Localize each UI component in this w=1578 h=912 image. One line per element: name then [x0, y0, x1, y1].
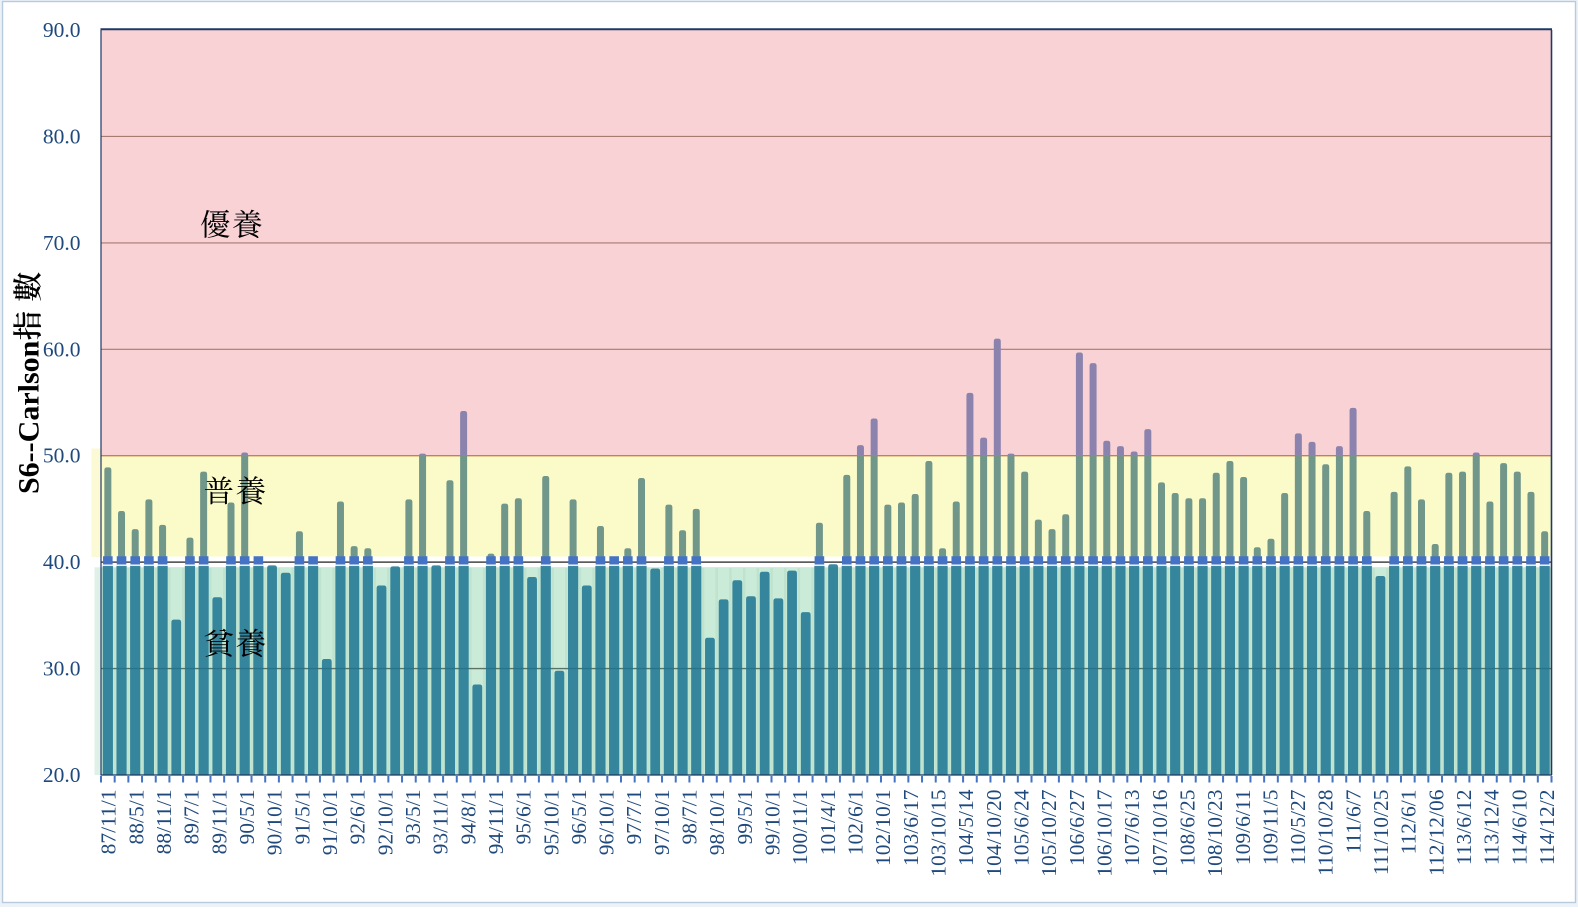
svg-text:106/6/27: 106/6/27 — [1065, 789, 1089, 866]
svg-text:102/10/1: 102/10/1 — [871, 790, 895, 866]
svg-text:101/4/1: 101/4/1 — [816, 790, 840, 856]
svg-text:70.0: 70.0 — [43, 231, 81, 255]
svg-text:92/6/1: 92/6/1 — [346, 790, 370, 845]
svg-text:S6--Carlson: S6--Carlson — [13, 340, 46, 494]
svg-text:87/11/1: 87/11/1 — [97, 790, 121, 855]
svg-text:89/11/1: 89/11/1 — [207, 790, 231, 855]
svg-text:30.0: 30.0 — [43, 657, 81, 681]
svg-text:93/11/1: 93/11/1 — [429, 790, 453, 855]
svg-text:112/12/06: 112/12/06 — [1424, 789, 1448, 876]
svg-text:104/5/14: 104/5/14 — [954, 789, 978, 866]
svg-text:107/6/13: 107/6/13 — [1120, 790, 1144, 866]
svg-text:108/10/23: 108/10/23 — [1203, 790, 1227, 877]
svg-text:97/10/1: 97/10/1 — [650, 790, 674, 856]
svg-text:95/6/1: 95/6/1 — [512, 790, 536, 845]
svg-text:95/10/1: 95/10/1 — [539, 790, 563, 856]
svg-text:111/6/7: 111/6/7 — [1341, 789, 1365, 853]
svg-text:103/10/15: 103/10/15 — [927, 790, 951, 877]
svg-text:113/6/12: 113/6/12 — [1452, 790, 1476, 866]
svg-text:104/10/20: 104/10/20 — [982, 790, 1006, 877]
svg-text:110/5/27: 110/5/27 — [1286, 789, 1310, 865]
svg-text:112/6/1: 112/6/1 — [1397, 790, 1421, 855]
svg-text:96/10/1: 96/10/1 — [595, 790, 619, 856]
svg-text:111/10/25: 111/10/25 — [1369, 790, 1393, 876]
svg-text:103/6/17: 103/6/17 — [899, 789, 923, 866]
svg-text:92/10/1: 92/10/1 — [373, 790, 397, 856]
svg-text:91/10/1: 91/10/1 — [318, 790, 342, 856]
svg-text:108/6/25: 108/6/25 — [1175, 790, 1199, 866]
svg-text:106/10/17: 106/10/17 — [1093, 789, 1117, 876]
svg-text:60.0: 60.0 — [43, 337, 81, 361]
svg-text:102/6/1: 102/6/1 — [844, 790, 868, 856]
svg-text:50.0: 50.0 — [43, 444, 81, 468]
svg-text:105/10/27: 105/10/27 — [1037, 789, 1061, 876]
svg-text:97/7/1: 97/7/1 — [622, 790, 646, 845]
svg-text:90.0: 90.0 — [43, 18, 81, 42]
svg-text:113/12/4: 113/12/4 — [1480, 789, 1504, 865]
svg-text:90/5/1: 90/5/1 — [235, 790, 259, 845]
svg-text:20.0: 20.0 — [43, 763, 81, 787]
svg-text:90/10/1: 90/10/1 — [263, 790, 287, 856]
svg-text:99/10/1: 99/10/1 — [761, 790, 785, 856]
svg-text:96/5/1: 96/5/1 — [567, 790, 591, 845]
svg-text:91/5/1: 91/5/1 — [290, 790, 314, 845]
svg-text:80.0: 80.0 — [43, 124, 81, 148]
svg-text:105/6/24: 105/6/24 — [1010, 789, 1034, 866]
svg-text:107/10/16: 107/10/16 — [1148, 789, 1172, 876]
svg-text:94/11/1: 94/11/1 — [484, 790, 508, 855]
svg-text:99/5/1: 99/5/1 — [733, 790, 757, 845]
svg-text:98/10/1: 98/10/1 — [705, 790, 729, 856]
svg-text:94/8/1: 94/8/1 — [456, 790, 480, 845]
svg-text:109/6/11: 109/6/11 — [1231, 790, 1255, 866]
svg-text:88/5/1: 88/5/1 — [124, 790, 148, 845]
svg-text:109/11/5: 109/11/5 — [1258, 790, 1282, 866]
svg-text:100/11/1: 100/11/1 — [788, 790, 812, 866]
svg-text:110/10/28: 110/10/28 — [1314, 790, 1338, 876]
svg-text:93/5/1: 93/5/1 — [401, 790, 425, 845]
svg-text:98/7/1: 98/7/1 — [678, 790, 702, 845]
svg-text:40.0: 40.0 — [43, 550, 81, 574]
svg-text:88/11/1: 88/11/1 — [152, 790, 176, 855]
svg-text:114/12/2: 114/12/2 — [1535, 790, 1559, 866]
svg-text:114/6/10: 114/6/10 — [1507, 790, 1531, 866]
svg-text:89/7/1: 89/7/1 — [180, 790, 204, 845]
